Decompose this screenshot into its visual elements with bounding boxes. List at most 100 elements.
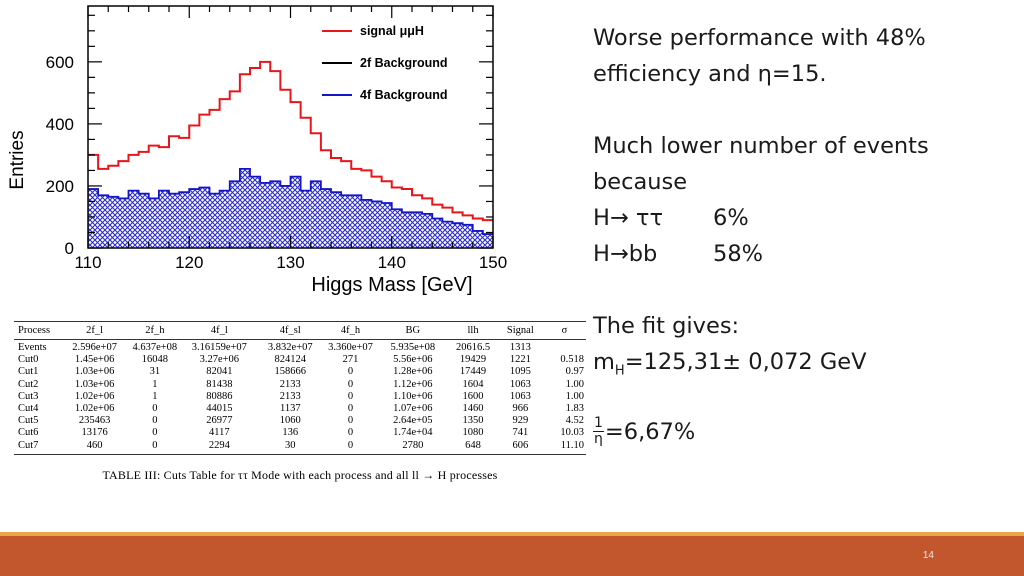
4f-background-bin bbox=[361, 199, 372, 248]
table-cell: 3.360e+07 bbox=[328, 342, 373, 353]
table-cell: 1063 bbox=[509, 378, 531, 390]
mass-result: mH=125,31± 0,072 GeV bbox=[593, 344, 1013, 390]
table-cell: 824124 bbox=[274, 354, 307, 366]
table-cell: 17449 bbox=[459, 366, 487, 378]
table-cell: 1.45e+06 bbox=[74, 354, 115, 366]
cuts-table: Process 2f_l 2f_h 4f_l 4f_sl 4f_h BG llh Signal σ bbox=[14, 322, 586, 339]
table-cell: 0 bbox=[347, 403, 354, 415]
mass-subscript: H bbox=[614, 363, 625, 379]
table-cell: 0 bbox=[152, 415, 158, 427]
4f-background-bin bbox=[98, 195, 109, 248]
table-cell: 606 bbox=[512, 439, 529, 451]
table-cell: 4.637e+08 bbox=[132, 342, 178, 353]
table-header-cell: BG bbox=[405, 325, 421, 336]
4f-background-bin bbox=[341, 195, 352, 248]
table-cell: Events bbox=[18, 342, 47, 353]
page-number: 14 bbox=[922, 550, 934, 561]
table-cell: 2.596e+07 bbox=[72, 342, 117, 353]
legend-2f-label: 2f Background bbox=[360, 56, 448, 70]
table-cell: 1604 bbox=[462, 378, 484, 390]
table-cell: 741 bbox=[512, 427, 529, 439]
table-header-cell: Signal bbox=[506, 325, 534, 336]
4f-background-bin bbox=[148, 198, 159, 248]
table-cell: 1.28e+06 bbox=[393, 366, 433, 378]
decay-bb-value: 58% bbox=[713, 241, 764, 267]
4f-background-bin bbox=[391, 209, 402, 248]
y-tick-label: 400 bbox=[46, 115, 74, 134]
4f-background-bin bbox=[442, 221, 453, 248]
table-cell: 3.16159e+07 bbox=[191, 342, 247, 353]
4f-background-bin bbox=[401, 212, 412, 248]
table-cell: Cut6 bbox=[18, 427, 39, 439]
4f-background-bin bbox=[158, 190, 169, 248]
cuts-table-body: Events 2.596e+07 4.637e+08 3.16159e+07 3.832… bbox=[14, 342, 586, 452]
table-cell: 44015 bbox=[206, 403, 233, 415]
table-header-row: Process 2f_l 2f_h 4f_l 4f_sl 4f_h BG llh Signal σ bbox=[14, 322, 586, 339]
table-cell: 3.27e+06 bbox=[199, 354, 240, 366]
4f-background-bin bbox=[169, 193, 180, 248]
table-cell: 0.518 bbox=[560, 354, 584, 366]
table-header-cell: 2f_l bbox=[86, 325, 104, 336]
table-cell: 16048 bbox=[141, 354, 168, 366]
table-bottom-rule bbox=[14, 453, 586, 455]
table-cell: 10.03 bbox=[560, 427, 584, 439]
table-cell: 0 bbox=[152, 427, 158, 439]
4f-background-bin bbox=[300, 190, 311, 248]
table-cell: 5.56e+06 bbox=[393, 354, 433, 366]
4f-background-bin bbox=[351, 195, 362, 248]
4f-background-bin bbox=[472, 230, 483, 248]
resolution-value: =6,67% bbox=[604, 418, 696, 445]
y-tick-label: 200 bbox=[46, 177, 74, 196]
4f-background-bin bbox=[310, 181, 321, 248]
table-row: Cut1 1.03e+06 31 82041 158666 0 1.28e+06 17449 1… bbox=[14, 366, 586, 378]
x-tick-label: 130 bbox=[276, 253, 304, 272]
decay-row-bb: H→bb 58% bbox=[593, 236, 1013, 272]
table-cell: 31 bbox=[149, 366, 161, 378]
table-cell: 1.02e+06 bbox=[74, 390, 115, 402]
table-cell: 235463 bbox=[78, 415, 111, 427]
table-cell: 1.03e+06 bbox=[74, 366, 115, 378]
table-cell: 26977 bbox=[206, 415, 233, 427]
table-cell: 13176 bbox=[81, 427, 108, 439]
table-cell: Cut7 bbox=[18, 439, 39, 451]
4f-background-bin bbox=[482, 234, 493, 248]
4f-background-bin bbox=[239, 168, 250, 248]
table-cell: 1600 bbox=[462, 390, 484, 402]
4f-background-bin bbox=[462, 224, 473, 248]
table-cell: 271 bbox=[342, 354, 359, 366]
table-cell: 20616.5 bbox=[455, 342, 491, 353]
4f-background-bin bbox=[260, 182, 271, 248]
table-cell: Cut1 bbox=[18, 366, 39, 378]
table-cell: 1.10e+06 bbox=[393, 390, 433, 402]
table-cell: 0 bbox=[152, 403, 158, 415]
table-cell: 1.12e+06 bbox=[393, 378, 433, 390]
table-cell: 1 bbox=[152, 390, 158, 402]
4f-background-bin bbox=[422, 213, 433, 248]
y-tick-label: 0 bbox=[65, 239, 74, 258]
table-row: Cut3 1.02e+06 1 80886 2133 0 1.10e+06 1600 1063 1… bbox=[14, 391, 586, 403]
4f-background-bin bbox=[280, 185, 291, 248]
table-header-cell: 4f_l bbox=[210, 325, 228, 336]
table-cell: 1080 bbox=[462, 427, 484, 439]
table-cell: 2133 bbox=[279, 378, 301, 390]
table-header-cell: 4f_h bbox=[340, 325, 361, 336]
table-cell: 929 bbox=[512, 415, 529, 427]
notes-line-3: Much lower number of events bbox=[593, 133, 929, 159]
legend-4f-label: 4f Background bbox=[360, 88, 448, 102]
table-cell: Cut3 bbox=[18, 390, 39, 402]
table-cell: 1221 bbox=[509, 354, 531, 366]
4f-background-bin bbox=[108, 196, 119, 248]
notes-line-4: because bbox=[593, 169, 688, 195]
cuts-table-figure: Process 2f_l 2f_h 4f_l 4f_sl 4f_h BG llh Signal σ… bbox=[14, 321, 586, 483]
x-axis-label: Higgs Mass [GeV] bbox=[311, 274, 472, 296]
4f-background-bin bbox=[250, 176, 261, 248]
table-cell: 2.64e+05 bbox=[393, 415, 433, 427]
table-cell: 1.74e+04 bbox=[393, 427, 433, 439]
table-cell: 966 bbox=[512, 403, 529, 415]
table-header-cell: llh bbox=[467, 325, 479, 336]
decay-tautau-label: H→ ττ bbox=[593, 205, 664, 231]
table-cell: 2780 bbox=[402, 439, 424, 451]
table-cell: Cut5 bbox=[18, 415, 39, 427]
table-cell: 82041 bbox=[206, 366, 233, 378]
decay-tautau-value: 6% bbox=[713, 205, 749, 231]
